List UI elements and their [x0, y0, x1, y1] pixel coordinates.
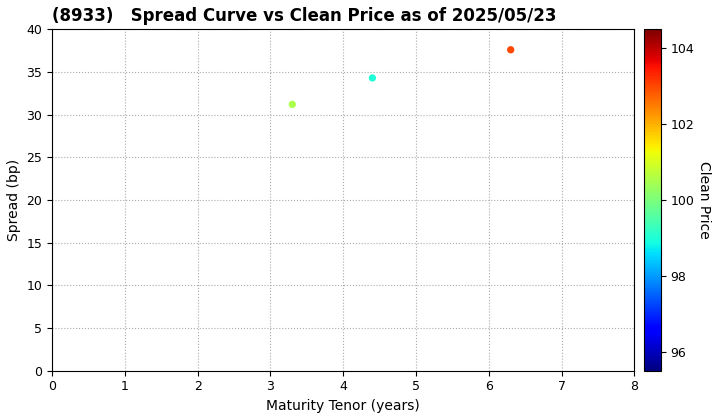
- Point: [366, 75, 378, 81]
- Text: (8933)   Spread Curve vs Clean Price as of 2025/05/23: (8933) Spread Curve vs Clean Price as of…: [52, 7, 557, 25]
- Y-axis label: Spread (bp): Spread (bp): [7, 159, 21, 241]
- Point: [505, 46, 516, 53]
- Y-axis label: Clean Price: Clean Price: [697, 161, 711, 239]
- X-axis label: Maturity Tenor (years): Maturity Tenor (years): [266, 399, 420, 413]
- Point: [287, 101, 298, 108]
